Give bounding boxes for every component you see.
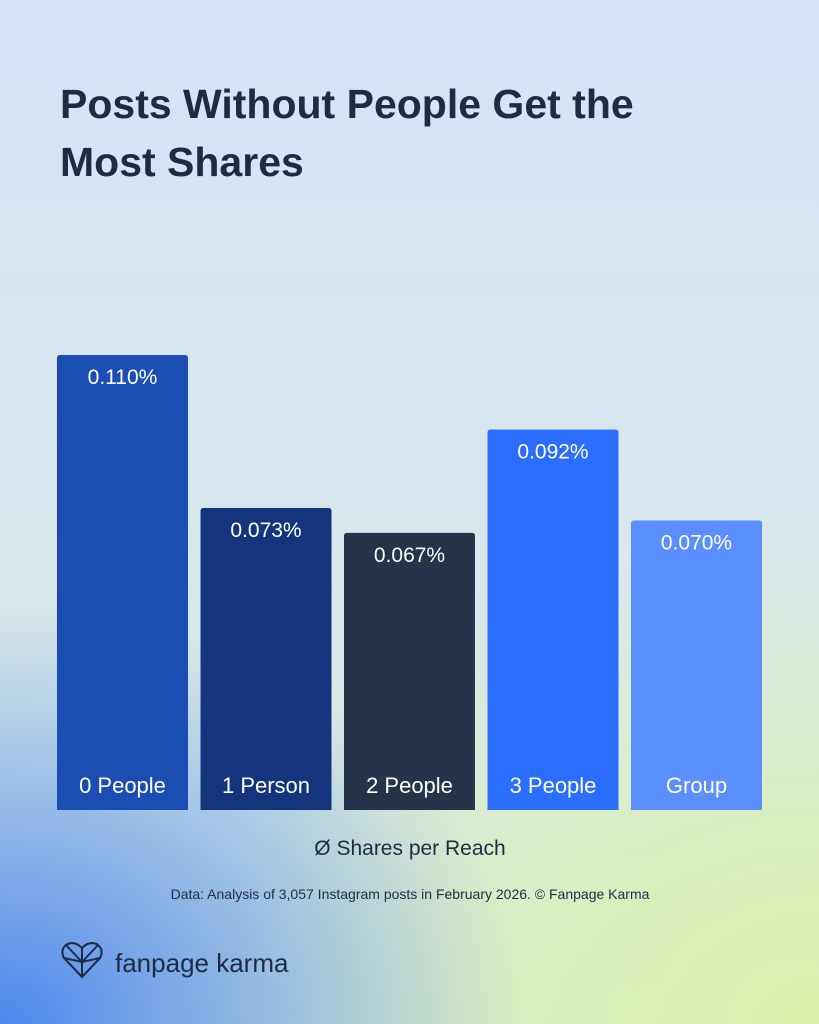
source-note: Data: Analysis of 3,057 Instagram posts … (171, 886, 650, 902)
brand-logo (61, 942, 103, 979)
bar (57, 355, 188, 810)
value-label: 0.092% (517, 440, 588, 463)
value-label: 0.067% (374, 544, 445, 567)
bar (487, 429, 619, 810)
bar (200, 508, 332, 810)
x-axis-label: Ø Shares per Reach (314, 837, 505, 860)
category-label: 3 People (510, 773, 597, 798)
category-label: 0 People (79, 773, 166, 798)
value-label: 0.110% (88, 366, 158, 389)
brand-name: fanpage karma (115, 948, 289, 978)
chart-title: Posts Without People Get the Most Shares (60, 81, 634, 185)
category-label: Group (666, 773, 727, 798)
bar (631, 520, 762, 810)
category-label: 2 People (366, 773, 453, 798)
value-label: 0.070% (661, 531, 732, 554)
category-label: 1 Person (222, 773, 310, 798)
value-label: 0.073% (230, 519, 301, 542)
bar (344, 532, 475, 810)
